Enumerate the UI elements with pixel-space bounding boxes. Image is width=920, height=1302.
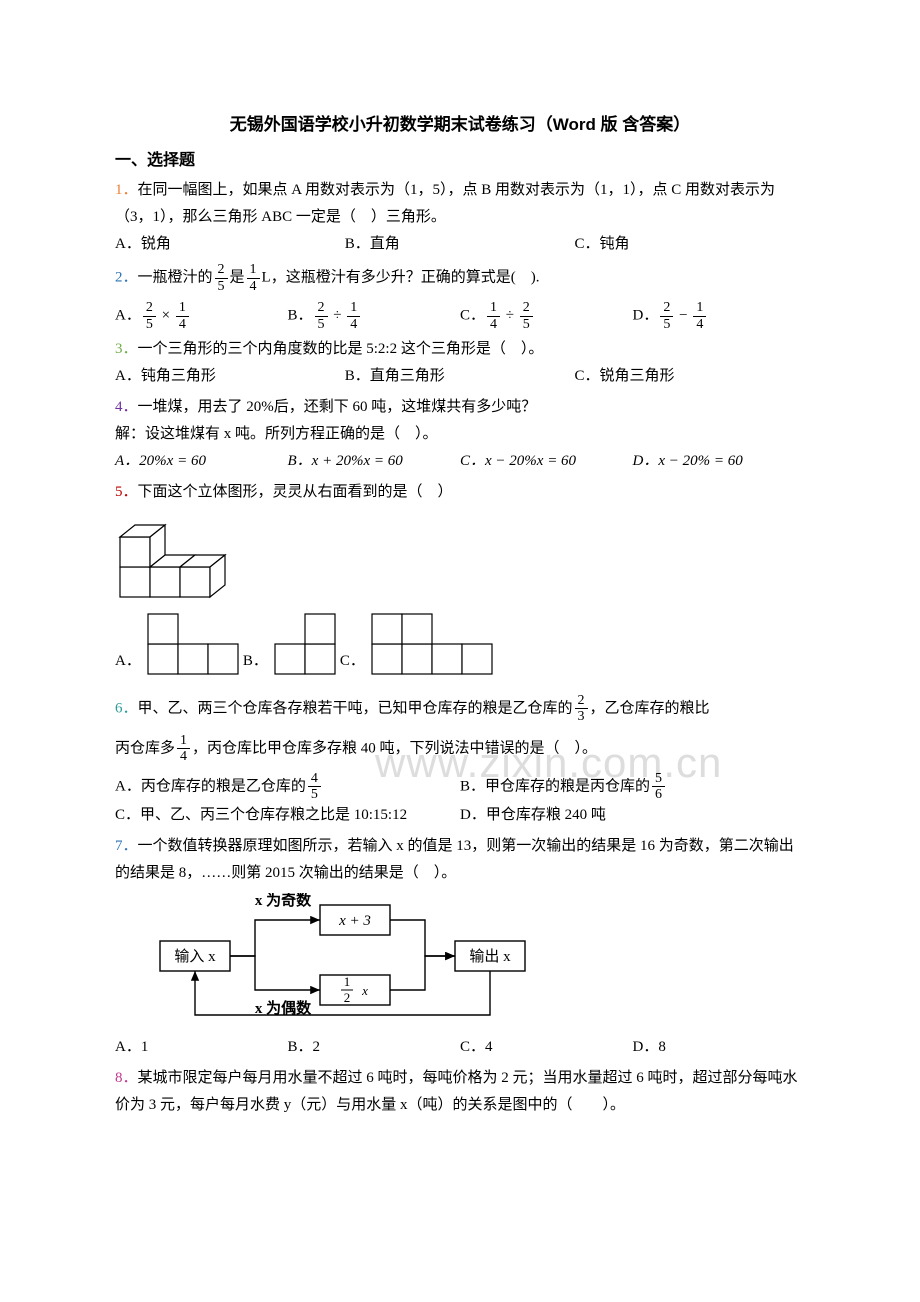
question-7: 7．一个数值转换器原理如图所示，若输入 x 的值是 13，则第一次输出的结果是 …: [115, 833, 805, 1061]
q4-sub: 解：设这堆煤有 x 吨。所列方程正确的是（ ）。: [115, 421, 805, 448]
q7-text: 一个数值转换器原理如图所示，若输入 x 的值是 13，则第一次输出的结果是 16…: [115, 838, 794, 881]
q8-text: 某城市限定每户每月用水量不超过 6 吨时，每吨价格为 2 元；当用水量超过 6 …: [115, 1070, 798, 1113]
q4-opt-c: C．x − 20%x = 60: [460, 448, 633, 475]
q8-number: 8．: [115, 1070, 138, 1086]
q3-number: 3．: [115, 341, 138, 357]
q7-opt-a: A．1: [115, 1034, 288, 1061]
q1-opt-c: C．钝角: [575, 231, 805, 258]
q5-label-c: C．: [340, 648, 365, 675]
svg-text:2: 2: [344, 990, 351, 1005]
q4-opt-a: A．20%x = 60: [115, 448, 288, 475]
q6-opt-b: B．甲仓库存的粮是丙仓库的56: [460, 771, 805, 803]
question-5: 5．下面这个立体图形，灵灵从右面看到的是（ ） A．: [115, 479, 805, 675]
q6-p2b: ，丙仓库比甲仓库多存粮 40 吨，下列说法中错误的是（ ）。: [192, 740, 597, 756]
q3-opt-b: B．直角三角形: [345, 363, 575, 390]
q1-number: 1．: [115, 182, 138, 198]
svg-text:x + 3: x + 3: [338, 913, 371, 929]
q4-text: 一堆煤，用去了 20%后，还剩下 60 吨，这堆煤共有多少吨？: [138, 399, 537, 415]
q5-number: 5．: [115, 484, 138, 500]
q3-opt-a: A．钝角三角形: [115, 363, 345, 390]
q7-opt-d: D．8: [633, 1034, 806, 1061]
q6-p2a: 丙仓库多: [115, 740, 175, 756]
q1-opt-a: A．锐角: [115, 231, 345, 258]
q1-opt-b: B．直角: [345, 231, 575, 258]
q2-opt-b: B．25 ÷ 14: [288, 300, 461, 332]
q2-number: 2．: [115, 270, 138, 286]
q2-opt-c: C．14 ÷ 25: [460, 300, 633, 332]
q6-opt-a: A．丙仓库存的粮是乙仓库的45: [115, 771, 460, 803]
fraction-2-3: 23: [575, 693, 588, 725]
q1-text: 在同一幅图上，如果点 A 用数对表示为（1，5），点 B 用数对表示为（1，1）…: [115, 182, 775, 225]
question-2: 2．一瓶橙汁的25是14L，这瓶橙汁有多少升？正确的算式是( ). A．25 ×…: [115, 262, 805, 332]
q5-view-a: [147, 613, 239, 675]
q5-view-b: [274, 613, 336, 675]
q5-text: 下面这个立体图形，灵灵从右面看到的是（ ）: [138, 484, 453, 500]
svg-text:1: 1: [344, 974, 351, 989]
q6-p1b: ，乙仓库存的粮比: [590, 700, 710, 716]
svg-text:x 为偶数: x 为偶数: [255, 999, 312, 1017]
q2-opt-d: D．25 − 14: [633, 300, 806, 332]
q5-options-row: A． B． C．: [115, 613, 805, 675]
q5-view-c: [371, 613, 493, 675]
q4-opt-d: D．x − 20% = 60: [633, 448, 806, 475]
svg-text:x 为奇数: x 为奇数: [255, 893, 312, 909]
q2-suffix: L，这瓶橙汁有多少升？正确的算式是( ).: [262, 270, 540, 286]
q4-opt-b: B．x + 20%x = 60: [288, 448, 461, 475]
question-1: 1．在同一幅图上，如果点 A 用数对表示为（1，5），点 B 用数对表示为（1，…: [115, 177, 805, 258]
svg-text:输出 x: 输出 x: [469, 948, 511, 965]
question-4: 4．一堆煤，用去了 20%后，还剩下 60 吨，这堆煤共有多少吨？ 解：设这堆煤…: [115, 394, 805, 475]
question-6: 6．甲、乙、两三个仓库各存粮若干吨，已知甲仓库存的粮是乙仓库的23，乙仓库存的粮…: [115, 693, 805, 829]
q6-p1a: 甲、乙、两三个仓库各存粮若干吨，已知甲仓库存的粮是乙仓库的: [138, 700, 573, 716]
q6-opt-c: C．甲、乙、丙三个仓库存粮之比是 10:15:12: [115, 802, 460, 829]
q3-text: 一个三角形的三个内角度数的比是 5:2:2 这个三角形是（ ）。: [138, 341, 544, 357]
page-title: 无锡外国语学校小升初数学期末试卷练习（Word 版 含答案）: [115, 110, 805, 141]
fraction-1-4: 14: [247, 262, 260, 294]
q5-label-a: A．: [115, 648, 141, 675]
q7-opt-c: C．4: [460, 1034, 633, 1061]
fraction-2-5: 25: [215, 262, 228, 294]
q2-prefix: 一瓶橙汁的: [138, 270, 213, 286]
q6-number: 6．: [115, 700, 138, 716]
q5-label-b: B．: [243, 648, 268, 675]
section-heading: 一、选择题: [115, 147, 805, 176]
fraction-1-4b: 14: [177, 733, 190, 765]
question-8: 8．某城市限定每户每月用水量不超过 6 吨时，每吨价格为 2 元；当用水量超过 …: [115, 1065, 805, 1119]
q2-opt-a: A．25 × 14: [115, 300, 288, 332]
q4-number: 4．: [115, 399, 138, 415]
svg-text:输入 x: 输入 x: [174, 948, 216, 965]
svg-text:x: x: [361, 983, 368, 998]
q2-mid: 是: [230, 270, 245, 286]
q5-cube-figure: [115, 512, 805, 607]
q6-opt-d: D．甲仓库存粮 240 吨: [460, 802, 805, 829]
q7-opt-b: B．2: [288, 1034, 461, 1061]
q3-opt-c: C．锐角三角形: [575, 363, 805, 390]
question-3: 3．一个三角形的三个内角度数的比是 5:2:2 这个三角形是（ ）。 A．钝角三…: [115, 336, 805, 390]
q7-flowchart: 输入 x x + 3 输出 x x 为奇数 x 为偶数 1 2 x: [155, 893, 805, 1028]
q7-number: 7．: [115, 838, 138, 854]
